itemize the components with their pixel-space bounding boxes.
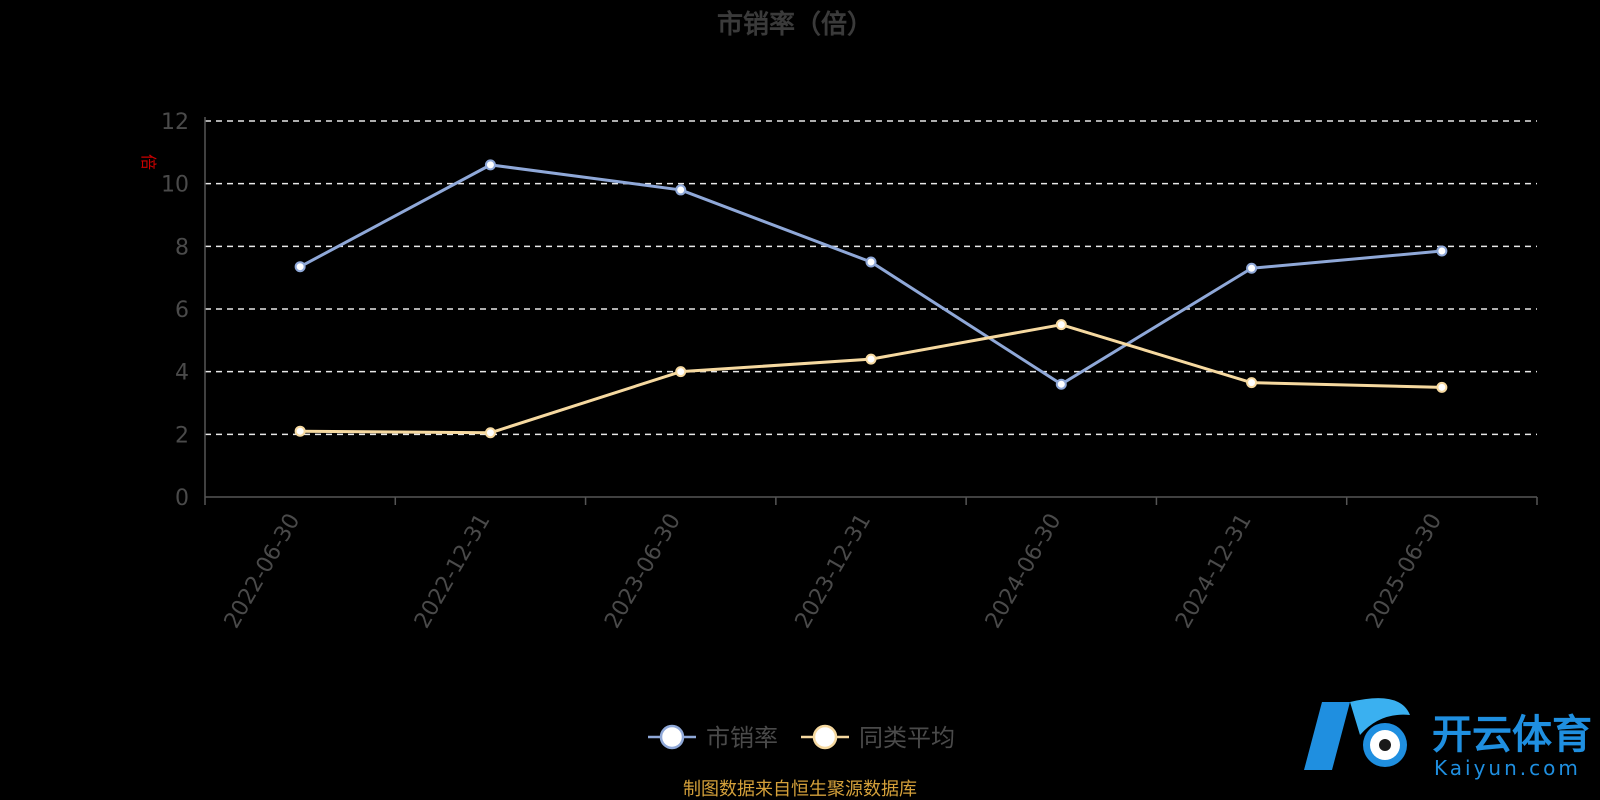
x-tick-label: 2022-06-30 — [220, 510, 306, 633]
data-point[interactable] — [484, 427, 496, 439]
x-tick-label: 2024-06-30 — [981, 510, 1067, 633]
data-point[interactable] — [675, 366, 687, 378]
grid — [205, 120, 1537, 436]
y-tick-label: 4 — [175, 361, 189, 386]
watermark-sub: Kaiyun.com — [1434, 756, 1581, 780]
y-tick-label: 6 — [175, 298, 189, 323]
x-tick-label: 2023-12-31 — [791, 510, 877, 633]
series-1 — [294, 319, 1448, 439]
data-point[interactable] — [1246, 377, 1258, 389]
y-axis-unit: 倍 — [139, 154, 158, 170]
legend-marker-icon — [659, 724, 685, 750]
source-note: 制图数据来自恒生聚源数据库 — [683, 779, 917, 800]
y-tick-label: 8 — [175, 235, 189, 260]
watermark: 开云体育 Kaiyun.com — [1304, 698, 1592, 780]
data-point[interactable] — [294, 425, 306, 437]
y-tick-label: 2 — [175, 423, 189, 448]
data-point[interactable] — [865, 256, 877, 268]
series-line — [300, 323, 1442, 435]
data-point[interactable] — [1055, 378, 1067, 390]
data-point[interactable] — [675, 184, 687, 196]
data-point[interactable] — [865, 353, 877, 365]
x-tick-label: 2023-06-30 — [600, 510, 686, 633]
y-tick-label: 0 — [175, 486, 189, 511]
legend-label: 市销率 — [706, 724, 778, 752]
y-tick-label: 12 — [161, 110, 189, 135]
y-tick-label: 10 — [161, 173, 189, 198]
data-point[interactable] — [1436, 381, 1448, 393]
legend[interactable]: 市销率 同类平均 — [648, 724, 955, 752]
series-0 — [294, 159, 1448, 390]
legend-label: 同类平均 — [859, 724, 955, 752]
x-tick-label: 2025-06-30 — [1361, 510, 1447, 633]
data-point[interactable] — [484, 159, 496, 171]
legend-item-1[interactable]: 同类平均 — [801, 724, 955, 752]
chart-title: 市销率（倍） — [717, 9, 873, 40]
series-layer — [294, 159, 1448, 439]
data-point[interactable] — [1055, 319, 1067, 331]
watermark-brand: 开云体育 — [1432, 712, 1592, 758]
kaiyun-logo-icon — [1304, 698, 1410, 770]
x-tick-label: 2022-12-31 — [410, 510, 496, 633]
legend-marker-icon — [812, 724, 838, 750]
x-tick-label: 2024-12-31 — [1171, 510, 1257, 633]
data-point[interactable] — [1246, 262, 1258, 274]
data-point[interactable] — [294, 261, 306, 273]
series-line — [299, 163, 1442, 386]
data-point[interactable] — [1436, 245, 1448, 257]
legend-item-0[interactable]: 市销率 — [648, 724, 778, 752]
